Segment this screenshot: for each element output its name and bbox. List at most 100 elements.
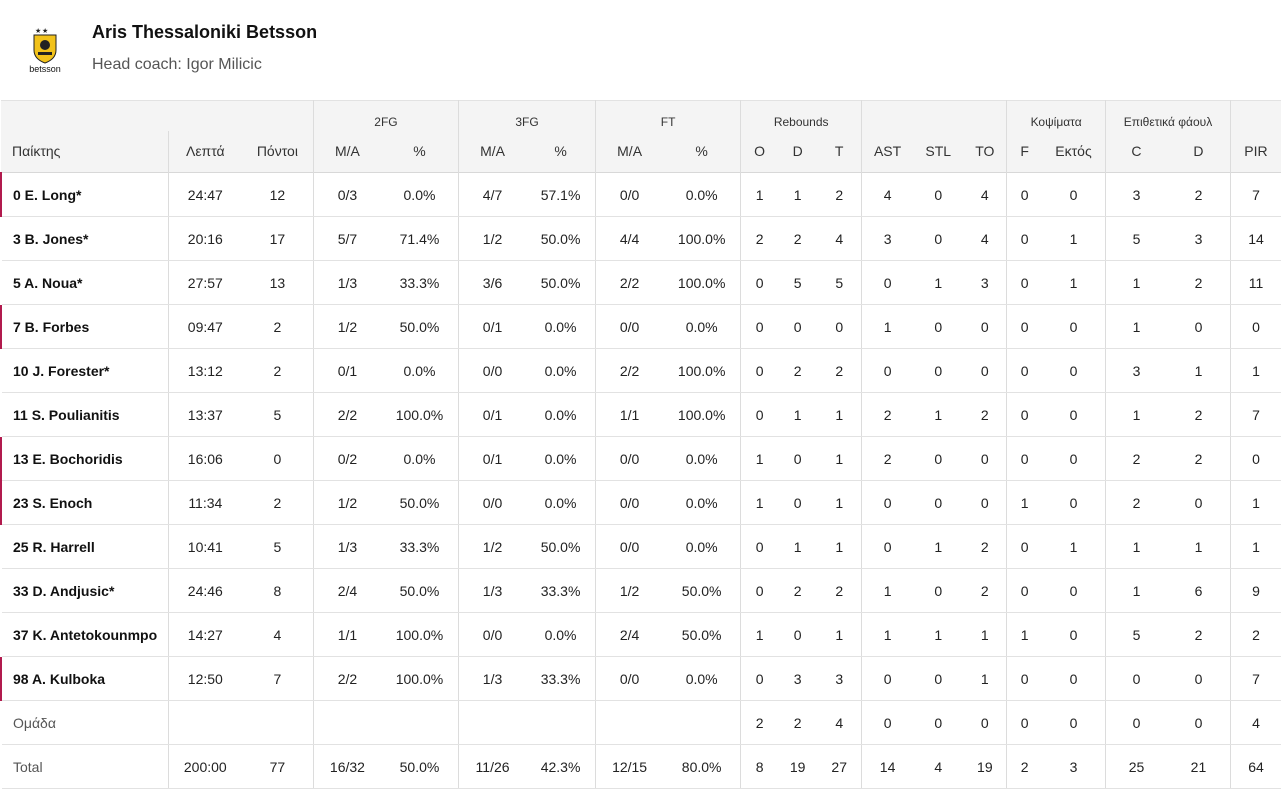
stat-cell-reb-o: 2: [740, 700, 778, 745]
stat-cell-reb-d: 0: [777, 480, 818, 525]
stat-cell-blk-a: 1: [1042, 524, 1107, 569]
stat-cell-to: 2: [963, 524, 1008, 569]
col-pir[interactable]: PIR: [1230, 130, 1281, 173]
player-row: 3 B. Jones* 20:16 17 5/7 71.4% 1/2 50.0% 4/4 100…: [1, 216, 1281, 261]
team-logo-icon: ★ ★ betsson: [29, 27, 61, 74]
player-row: 33 D. Andjusic* 24:46 8 2/4 50.0% 1/3 33.3% 1/2…: [1, 568, 1281, 613]
stat-cell-ft-ma: 4/4: [595, 216, 664, 261]
stat-cell-pts: 13: [241, 260, 314, 305]
player-name-cell[interactable]: 0 E. Long*: [0, 172, 169, 217]
col-blk-f[interactable]: F: [1006, 130, 1043, 173]
stat-cell-stl: 0: [913, 656, 964, 701]
col-2fg-pct[interactable]: %: [380, 130, 460, 173]
player-row: 0 E. Long* 24:47 12 0/3 0.0% 4/7 57.1% 0/0 0.0% 1…: [0, 172, 1281, 217]
stat-cell-fg2-ma: 2/2: [313, 656, 381, 701]
stat-cell-foul-d: 2: [1166, 260, 1231, 305]
stat-cell-ft-pct: 0.0%: [663, 304, 742, 349]
col-ft-ma[interactable]: M/A: [595, 130, 664, 173]
stat-cell-fg3-pct: 33.3%: [526, 568, 597, 613]
col-player[interactable]: Παίκτης: [1, 130, 169, 173]
stat-cell-ft-pct: [663, 700, 742, 745]
stat-cell-fg3-pct: 42.3%: [526, 744, 597, 789]
stat-cell-reb-o: 1: [740, 612, 778, 657]
stat-cell-ft-ma: 1/1: [595, 392, 664, 437]
col-reb-t[interactable]: T: [817, 130, 863, 173]
stat-cell-reb-o: 0: [740, 568, 778, 613]
stat-cell-fg3-ma: 1/3: [458, 568, 527, 613]
stat-cell-ft-ma: 0/0: [595, 656, 664, 701]
player-name-cell[interactable]: 7 B. Forbes: [0, 304, 169, 349]
stat-cell-blk-f: 0: [1006, 216, 1043, 261]
stat-cell-pir: 0: [1230, 304, 1281, 349]
col-reb-o[interactable]: O: [740, 130, 778, 173]
player-row: 23 S. Enoch 11:34 2 1/2 50.0% 0/0 0.0% 0/0 0.0% 1…: [0, 480, 1281, 525]
col-2fg-ma[interactable]: M/A: [313, 130, 381, 173]
team-name: Aris Thessaloniki Betsson: [92, 22, 318, 42]
col-stl[interactable]: STL: [913, 130, 964, 173]
stat-cell-foul-c: 1: [1105, 524, 1167, 569]
player-name-cell[interactable]: 37 K. Antetokounmpo: [1, 612, 169, 657]
stat-cell-blk-a: 0: [1042, 568, 1107, 613]
stat-cell-foul-c: 3: [1105, 172, 1167, 217]
player-name-cell[interactable]: 10 J. Forester*: [1, 348, 169, 393]
player-name-cell[interactable]: 23 S. Enoch: [0, 480, 169, 525]
stat-cell-ft-pct: 80.0%: [663, 744, 742, 789]
col-blk-a[interactable]: Εκτός: [1042, 130, 1107, 173]
col-ast[interactable]: AST: [861, 130, 914, 173]
player-name-cell[interactable]: 13 E. Bochoridis: [0, 436, 169, 481]
stat-cell-fg3-pct: [526, 700, 597, 745]
player-name-cell[interactable]: 11 S. Poulianitis: [1, 392, 169, 437]
stat-cell-blk-a: 0: [1042, 612, 1107, 657]
stat-cell-ft-pct: 0.0%: [663, 172, 742, 217]
player-name-cell[interactable]: 25 R. Harrell: [1, 524, 169, 569]
stat-cell-fg2-ma: [313, 700, 381, 745]
player-name-cell[interactable]: 3 B. Jones*: [1, 216, 169, 261]
stat-cell-reb-o: 0: [740, 348, 778, 393]
stat-cell-stl: 1: [913, 524, 964, 569]
player-name-cell[interactable]: 98 A. Kulboka: [0, 656, 169, 701]
player-name-cell[interactable]: 33 D. Andjusic*: [1, 568, 169, 613]
stat-cell-blk-f: 0: [1006, 524, 1043, 569]
stat-cell-fg2-pct: 100.0%: [380, 392, 460, 437]
stat-cell-fg3-pct: 50.0%: [526, 260, 597, 305]
stat-cell-fg2-pct: 33.3%: [380, 260, 460, 305]
col-foul-c[interactable]: C: [1105, 130, 1167, 173]
col-3fg-pct[interactable]: %: [526, 130, 597, 173]
col-reb-d[interactable]: D: [777, 130, 818, 173]
stat-cell-min: 200:00: [168, 744, 242, 789]
stat-cell-fg3-pct: 0.0%: [526, 304, 597, 349]
group-offensive-fouls: Επιθετικά φάουλ: [1105, 100, 1231, 131]
stat-cell-fg2-ma: 2/4: [313, 568, 381, 613]
player-name-cell[interactable]: 5 A. Noua*: [1, 260, 169, 305]
player-row: 7 B. Forbes 09:47 2 1/2 50.0% 0/1 0.0% 0/0 0.0% 0…: [0, 304, 1281, 349]
col-min[interactable]: Λεπτά: [168, 130, 242, 173]
svg-text:betsson: betsson: [29, 64, 61, 74]
stat-cell-pts: 0: [241, 436, 314, 481]
stat-cell-blk-f: 0: [1006, 392, 1043, 437]
stat-cell-fg3-ma: 0/0: [458, 348, 527, 393]
stat-cell-stl: 1: [913, 612, 964, 657]
stat-cell-ft-pct: 100.0%: [663, 392, 742, 437]
stat-cell-ft-pct: 50.0%: [663, 568, 742, 613]
stat-cell-to: 0: [963, 480, 1008, 525]
stat-cell-pts: 5: [241, 524, 314, 569]
stat-cell-ft-ma: 2/2: [595, 348, 664, 393]
col-3fg-ma[interactable]: M/A: [458, 130, 527, 173]
stat-cell-ft-pct: 50.0%: [663, 612, 742, 657]
col-to[interactable]: TO: [963, 130, 1008, 173]
stat-cell-fg3-ma: 11/26: [458, 744, 527, 789]
stat-cell-fg2-pct: 0.0%: [380, 436, 460, 481]
col-pts[interactable]: Πόντοι: [241, 130, 314, 173]
stat-cell-reb-o: 1: [740, 436, 778, 481]
stat-cell-stl: 1: [913, 260, 964, 305]
stat-cell-pir: 7: [1230, 172, 1281, 217]
stat-cell-to: 4: [963, 216, 1008, 261]
stat-cell-ast: 1: [861, 304, 914, 349]
col-foul-d[interactable]: D: [1166, 130, 1231, 173]
stat-cell-reb-d: 1: [777, 392, 818, 437]
stat-cell-ast: 1: [861, 568, 914, 613]
stat-cell-blk-f: 0: [1006, 656, 1043, 701]
stat-cell-reb-t: 5: [817, 260, 863, 305]
stat-cell-blk-a: 1: [1042, 216, 1107, 261]
col-ft-pct[interactable]: %: [663, 130, 742, 173]
